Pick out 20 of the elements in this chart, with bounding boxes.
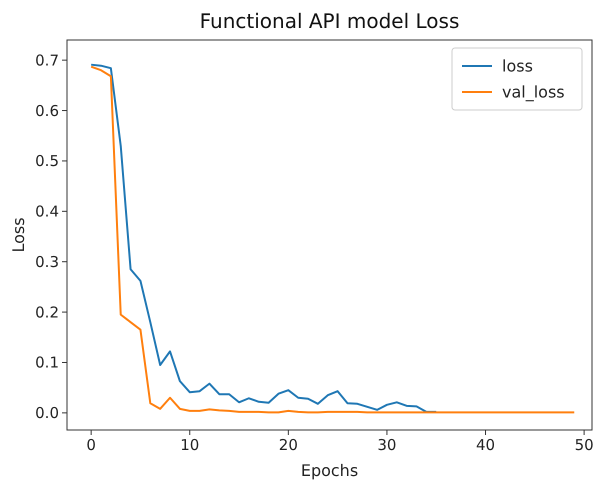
y-tick-label: 0.2 (35, 303, 59, 322)
y-tick-label: 0.5 (35, 152, 59, 170)
legend-label: loss (502, 56, 533, 76)
x-tick-label: 50 (574, 436, 594, 454)
x-tick-label: 40 (476, 436, 496, 454)
x-axis-title: Epochs (300, 461, 358, 480)
legend-label: val_loss (502, 82, 565, 102)
y-tick-label: 0.7 (35, 51, 59, 70)
chart-title: Functional API model Loss (200, 9, 460, 33)
x-tick-label: 10 (180, 436, 200, 454)
y-tick-label: 0.0 (35, 404, 59, 422)
x-tick-label: 30 (377, 436, 396, 454)
line-series (90, 64, 438, 413)
y-tick-label: 0.3 (35, 252, 59, 271)
x-tick-label: 20 (278, 436, 298, 454)
y-tick-label: 0.6 (35, 102, 59, 120)
y-tick-label: 0.4 (35, 202, 59, 221)
y-axis-title: Loss (9, 217, 28, 253)
x-tick-label: 0 (86, 436, 96, 454)
y-tick-label: 0.1 (35, 354, 59, 372)
